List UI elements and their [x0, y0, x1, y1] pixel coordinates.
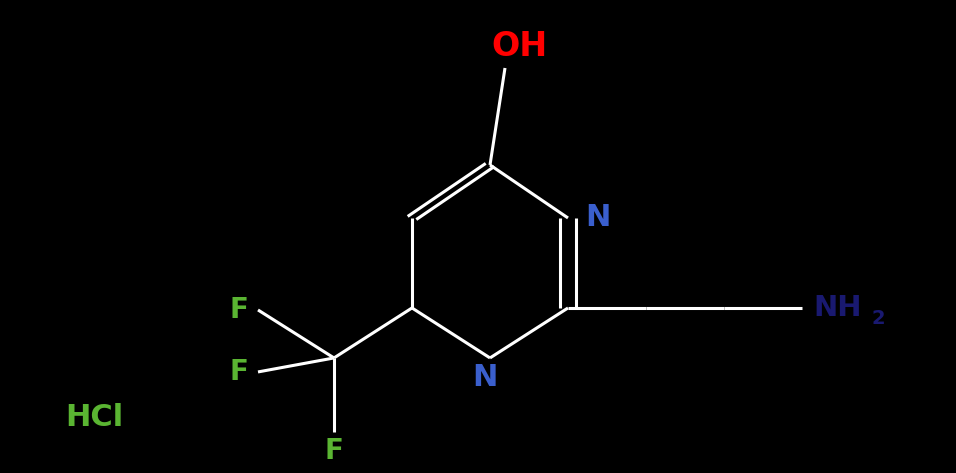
Text: F: F	[325, 437, 343, 464]
Text: HCl: HCl	[65, 403, 123, 432]
Text: F: F	[229, 296, 249, 324]
Text: NH: NH	[814, 294, 862, 322]
Text: 2: 2	[872, 309, 885, 328]
Text: OH: OH	[491, 30, 548, 63]
Text: N: N	[585, 203, 611, 232]
Text: N: N	[472, 363, 498, 392]
Text: F: F	[229, 358, 249, 386]
